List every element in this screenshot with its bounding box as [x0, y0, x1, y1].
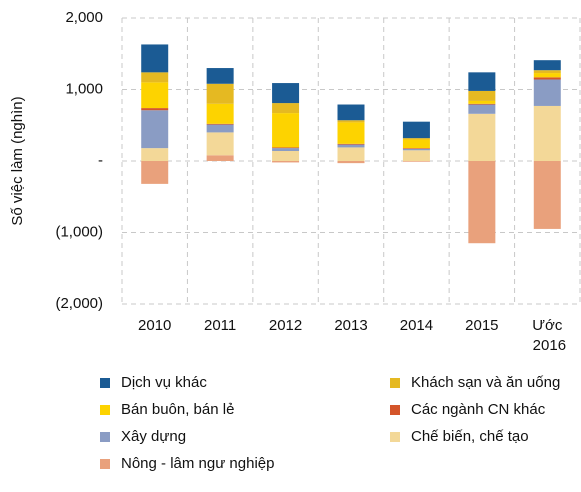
y-axis-label: Số việc làm (nghìn) [9, 96, 26, 225]
legend-swatch [100, 378, 110, 388]
legend-swatch [100, 405, 110, 415]
bar-segment [141, 148, 169, 161]
legend-swatch [100, 459, 110, 469]
bar-segment [402, 161, 430, 162]
bar-segment [141, 110, 169, 149]
bar-segment [206, 123, 234, 125]
bar-segment [402, 148, 430, 151]
legend-label: Nông - lâm ngư nghiệp [121, 455, 274, 472]
bar-segment [533, 70, 561, 74]
bar-segment [468, 90, 496, 101]
legend-swatch [390, 405, 400, 415]
bar-segment [141, 161, 169, 184]
bar-segment [141, 82, 169, 109]
y-tick-label: 1,000 [65, 80, 103, 97]
bar-segment [402, 121, 430, 139]
bar-segment [206, 103, 234, 124]
y-tick-label: (2,000) [55, 295, 103, 312]
bar-segment [468, 113, 496, 161]
legend-swatch [390, 432, 400, 442]
bar-segment [337, 161, 365, 164]
bar-segment [141, 44, 169, 73]
bar-segment [206, 68, 234, 84]
bar-segment [533, 79, 561, 106]
bar-segment [206, 83, 234, 104]
bar-segment [337, 144, 365, 148]
bar-segment [206, 155, 234, 161]
y-tick-label: - [98, 152, 103, 169]
y-tick-label: 2,000 [65, 9, 103, 26]
bar-segment [402, 150, 430, 161]
x-tick-label: 2010 [138, 317, 171, 334]
bar-segment [272, 113, 300, 148]
legend-label: Xây dựng [121, 428, 186, 445]
bar-segment [337, 104, 365, 121]
bar-segment [533, 73, 561, 78]
bar-segment [468, 72, 496, 91]
y-tick-label: (1,000) [55, 223, 103, 240]
bar-segment [468, 103, 496, 105]
bar-segment [533, 161, 561, 229]
bar-segment [337, 120, 365, 123]
legend-swatch [100, 432, 110, 442]
bar-segment [402, 138, 430, 140]
bar-segment [337, 122, 365, 144]
bar-segment [402, 148, 430, 149]
bar-segment [533, 77, 561, 80]
legend-label: Khách sạn và ăn uống [411, 374, 560, 391]
legend-label: Dịch vụ khác [121, 374, 207, 391]
bar-segment [272, 83, 300, 104]
x-tick-label: Ước 2016 [529, 317, 567, 354]
bar-segment [141, 108, 169, 111]
bar-segment [272, 161, 300, 163]
x-tick-label: 2014 [400, 317, 433, 334]
bar-segment [337, 147, 365, 161]
bar-segment [272, 147, 300, 149]
bar-segment [533, 105, 561, 161]
bar-segment [272, 103, 300, 114]
x-tick-label: 2013 [334, 317, 367, 334]
bar-segment [206, 132, 234, 156]
x-tick-label: 2011 [204, 317, 236, 334]
bar-segment [337, 143, 365, 145]
legend-swatch [390, 378, 400, 388]
bar-segment [272, 150, 300, 161]
bar-segment [533, 60, 561, 71]
legend-label: Bán buôn, bán lẻ [121, 401, 234, 418]
x-tick-label: 2015 [465, 317, 498, 334]
bar-segment [141, 72, 169, 83]
bar-segment [206, 124, 234, 133]
legend-label: Chế biến, chế tạo [411, 428, 529, 445]
bar-segment [468, 100, 496, 104]
x-tick-label: 2012 [269, 317, 302, 334]
bar-segment [468, 104, 496, 114]
legend-label: Các ngành CN khác [411, 401, 546, 418]
bar-segment [402, 139, 430, 149]
bar-segment [468, 161, 496, 244]
bar-segment [272, 148, 300, 151]
